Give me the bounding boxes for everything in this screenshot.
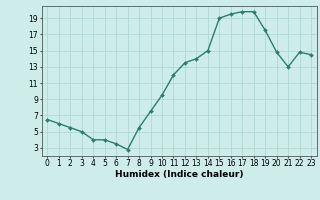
X-axis label: Humidex (Indice chaleur): Humidex (Indice chaleur)	[115, 170, 244, 179]
